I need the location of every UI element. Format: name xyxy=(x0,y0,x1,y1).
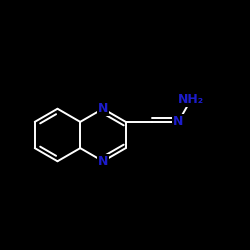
Text: N: N xyxy=(98,155,108,168)
Text: NH₂: NH₂ xyxy=(178,93,204,106)
Text: N: N xyxy=(173,115,184,128)
Text: N: N xyxy=(98,102,108,115)
